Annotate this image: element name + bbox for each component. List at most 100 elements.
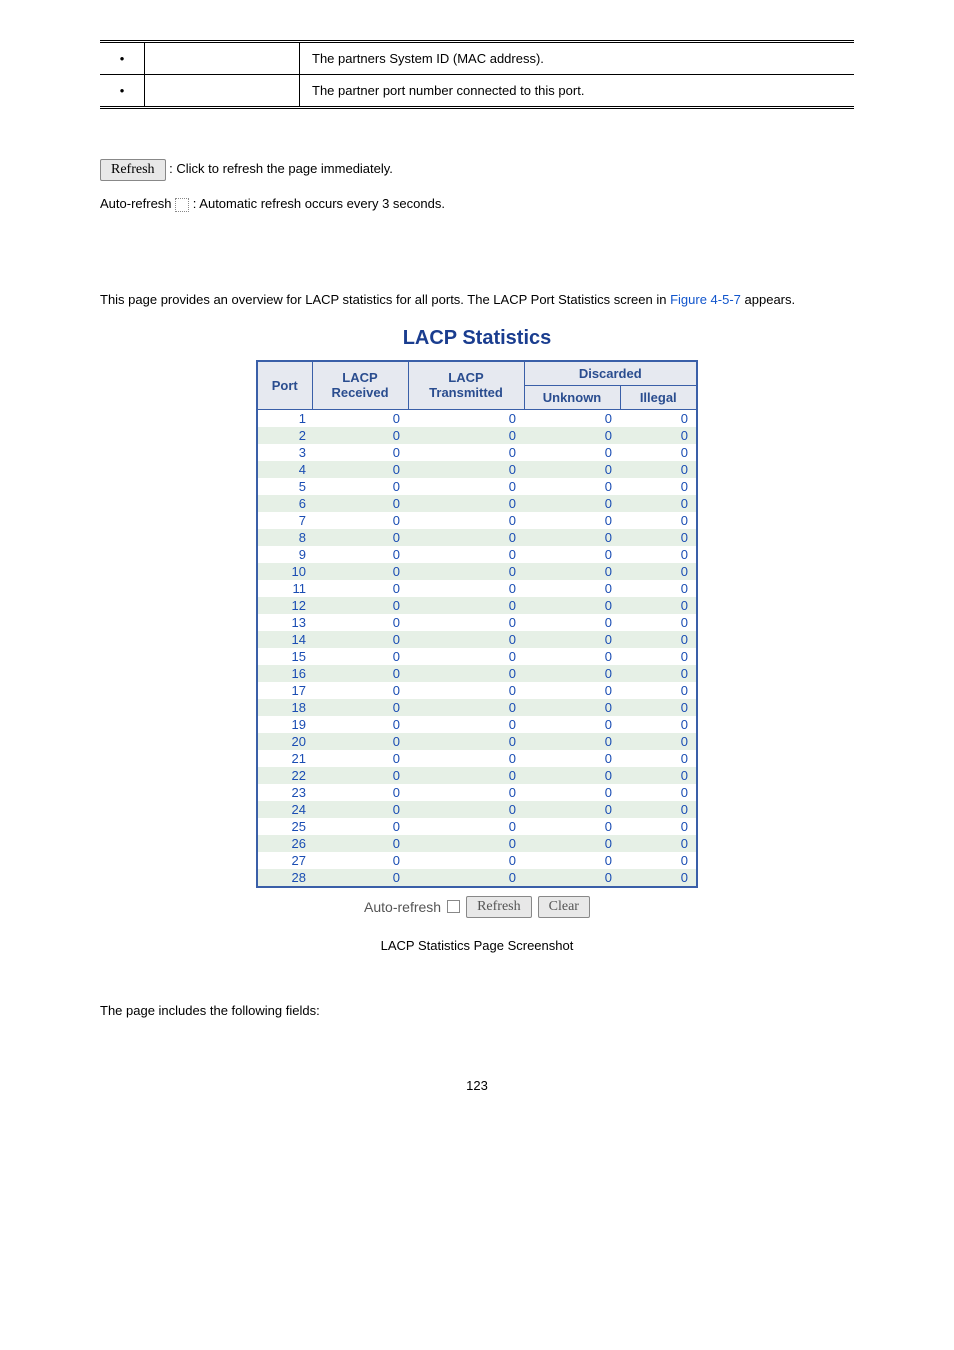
table-cell: 0 bbox=[408, 461, 524, 478]
label-cell bbox=[145, 42, 300, 75]
table-cell: 0 bbox=[408, 818, 524, 835]
table-cell: 0 bbox=[408, 563, 524, 580]
table-cell: 0 bbox=[312, 665, 408, 682]
table-cell: 16 bbox=[257, 665, 312, 682]
table-cell: 0 bbox=[408, 835, 524, 852]
table-cell: 0 bbox=[312, 597, 408, 614]
table-row: 220000 bbox=[257, 767, 697, 784]
table-cell: 0 bbox=[620, 733, 697, 750]
table-cell: 0 bbox=[524, 750, 620, 767]
overview-text: This page provides an overview for LACP … bbox=[100, 292, 854, 307]
table-cell: 0 bbox=[620, 835, 697, 852]
table-row: 150000 bbox=[257, 648, 697, 665]
table-cell: 9 bbox=[257, 546, 312, 563]
table-cell: 0 bbox=[408, 409, 524, 427]
table-cell: 0 bbox=[312, 784, 408, 801]
table-cell: 0 bbox=[312, 750, 408, 767]
table-cell: 0 bbox=[312, 478, 408, 495]
table-row: 270000 bbox=[257, 852, 697, 869]
table-cell: 24 bbox=[257, 801, 312, 818]
table-row: 40000 bbox=[257, 461, 697, 478]
table-cell: 25 bbox=[257, 818, 312, 835]
table-cell: 12 bbox=[257, 597, 312, 614]
overview-before: This page provides an overview for LACP … bbox=[100, 292, 670, 307]
table-cell: 7 bbox=[257, 512, 312, 529]
table-cell: 0 bbox=[620, 461, 697, 478]
table-cell: 17 bbox=[257, 682, 312, 699]
auto-refresh-label: Auto-refresh bbox=[364, 899, 441, 915]
table-cell: 0 bbox=[408, 869, 524, 887]
desc-cell: The partners System ID (MAC address). bbox=[300, 42, 855, 75]
table-cell: 0 bbox=[524, 427, 620, 444]
table-cell: 0 bbox=[408, 512, 524, 529]
table-row: 130000 bbox=[257, 614, 697, 631]
table-cell: 0 bbox=[408, 801, 524, 818]
table-cell: 0 bbox=[312, 512, 408, 529]
table-cell: 0 bbox=[312, 733, 408, 750]
header-transmitted: LACPTransmitted bbox=[408, 361, 524, 410]
bullet-cell: • bbox=[100, 42, 145, 75]
table-cell: 13 bbox=[257, 614, 312, 631]
table-cell: 0 bbox=[408, 614, 524, 631]
table-cell: 5 bbox=[257, 478, 312, 495]
table-cell: 11 bbox=[257, 580, 312, 597]
table-cell: 0 bbox=[620, 597, 697, 614]
table-cell: 0 bbox=[524, 409, 620, 427]
table-cell: 4 bbox=[257, 461, 312, 478]
table-row: 110000 bbox=[257, 580, 697, 597]
table-cell: 19 bbox=[257, 716, 312, 733]
table-cell: 0 bbox=[524, 818, 620, 835]
table-cell: 0 bbox=[620, 563, 697, 580]
table-row: 100000 bbox=[257, 563, 697, 580]
table-cell: 0 bbox=[408, 597, 524, 614]
table-cell: 0 bbox=[312, 563, 408, 580]
refresh-button[interactable]: Refresh bbox=[100, 159, 166, 181]
table-row: 250000 bbox=[257, 818, 697, 835]
table-row: 210000 bbox=[257, 750, 697, 767]
table-cell: 0 bbox=[620, 512, 697, 529]
table-cell: 0 bbox=[408, 682, 524, 699]
table-cell: 3 bbox=[257, 444, 312, 461]
label-cell bbox=[145, 75, 300, 108]
table-cell: 0 bbox=[312, 409, 408, 427]
desc-cell: The partner port number connected to thi… bbox=[300, 75, 855, 108]
table-cell: 0 bbox=[408, 529, 524, 546]
table-cell: 0 bbox=[312, 546, 408, 563]
table-cell: 0 bbox=[524, 597, 620, 614]
table-cell: 0 bbox=[524, 563, 620, 580]
table-cell: 0 bbox=[620, 682, 697, 699]
table-cell: 0 bbox=[408, 665, 524, 682]
table-cell: 0 bbox=[524, 529, 620, 546]
bullet-cell: • bbox=[100, 75, 145, 108]
clear-button[interactable]: Clear bbox=[538, 896, 590, 918]
table-cell: 8 bbox=[257, 529, 312, 546]
refresh-button[interactable]: Refresh bbox=[466, 896, 532, 918]
figure-reference: Figure 4-5-7 bbox=[670, 292, 741, 307]
header-illegal: Illegal bbox=[620, 385, 697, 409]
table-cell: 0 bbox=[524, 801, 620, 818]
header-received: LACPReceived bbox=[312, 361, 408, 410]
table-cell: 0 bbox=[524, 512, 620, 529]
auto-refresh-description: Auto-refresh : Automatic refresh occurs … bbox=[100, 196, 854, 212]
table-cell: 21 bbox=[257, 750, 312, 767]
table-cell: 0 bbox=[312, 716, 408, 733]
table-cell: 0 bbox=[408, 733, 524, 750]
table-cell: 0 bbox=[620, 495, 697, 512]
auto-refresh-checkbox[interactable] bbox=[447, 900, 460, 913]
table-cell: 0 bbox=[312, 648, 408, 665]
table-cell: 0 bbox=[524, 444, 620, 461]
table-cell: 0 bbox=[524, 648, 620, 665]
table-row: 240000 bbox=[257, 801, 697, 818]
table-cell: 0 bbox=[620, 869, 697, 887]
table-cell: 0 bbox=[620, 631, 697, 648]
header-discarded: Discarded bbox=[524, 361, 697, 386]
table-cell: 0 bbox=[312, 818, 408, 835]
table-row: 120000 bbox=[257, 597, 697, 614]
table-row: 160000 bbox=[257, 665, 697, 682]
table-cell: 0 bbox=[408, 750, 524, 767]
table-cell: 0 bbox=[312, 444, 408, 461]
table-cell: 0 bbox=[408, 699, 524, 716]
table-row: 140000 bbox=[257, 631, 697, 648]
table-cell: 0 bbox=[312, 495, 408, 512]
table-cell: 0 bbox=[312, 614, 408, 631]
